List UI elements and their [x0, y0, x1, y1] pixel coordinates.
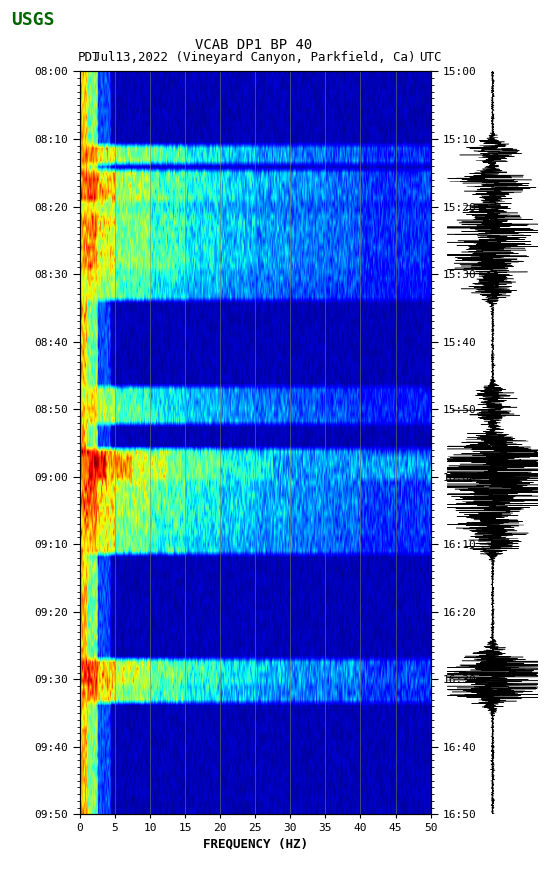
Text: VCAB DP1 BP 40: VCAB DP1 BP 40 [195, 38, 312, 52]
Text: PDT: PDT [77, 51, 100, 64]
X-axis label: FREQUENCY (HZ): FREQUENCY (HZ) [203, 838, 308, 851]
Text: Jul13,2022 (Vineyard Canyon, Parkfield, Ca): Jul13,2022 (Vineyard Canyon, Parkfield, … [93, 51, 415, 64]
Text: UTC: UTC [420, 51, 442, 64]
Text: USGS: USGS [11, 11, 55, 29]
